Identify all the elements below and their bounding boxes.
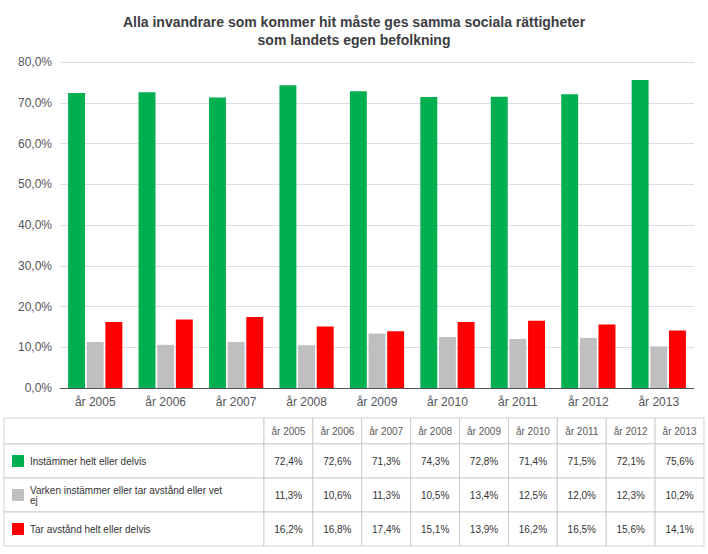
svg-text:år 2007: år 2007 bbox=[216, 395, 257, 409]
svg-text:75,6%: 75,6% bbox=[665, 456, 693, 467]
svg-text:13,9%: 13,9% bbox=[470, 524, 498, 535]
svg-text:år 2009: år 2009 bbox=[467, 426, 501, 437]
svg-text:år 2008: år 2008 bbox=[286, 395, 327, 409]
svg-text:72,8%: 72,8% bbox=[470, 456, 498, 467]
svg-text:15,6%: 15,6% bbox=[616, 524, 644, 535]
svg-text:13,4%: 13,4% bbox=[470, 490, 498, 501]
svg-text:10,6%: 10,6% bbox=[323, 490, 351, 501]
svg-text:år 2005: år 2005 bbox=[75, 395, 116, 409]
svg-text:Tar avstånd helt eller delvis: Tar avstånd helt eller delvis bbox=[30, 524, 151, 535]
svg-text:år 2013: år 2013 bbox=[638, 395, 679, 409]
svg-text:12,0%: 12,0% bbox=[568, 490, 596, 501]
svg-text:16,2%: 16,2% bbox=[519, 524, 547, 535]
svg-text:år 2012: år 2012 bbox=[568, 395, 609, 409]
svg-text:16,5%: 16,5% bbox=[568, 524, 596, 535]
svg-text:12,3%: 12,3% bbox=[616, 490, 644, 501]
svg-text:år 2008: år 2008 bbox=[418, 426, 452, 437]
svg-text:12,5%: 12,5% bbox=[519, 490, 547, 501]
svg-text:16,2%: 16,2% bbox=[274, 524, 302, 535]
svg-text:ej: ej bbox=[30, 495, 38, 506]
svg-text:72,4%: 72,4% bbox=[274, 456, 302, 467]
svg-text:0,0%: 0,0% bbox=[25, 381, 53, 395]
svg-text:år 2006: år 2006 bbox=[145, 395, 186, 409]
svg-text:14,1%: 14,1% bbox=[665, 524, 693, 535]
svg-text:år 2009: år 2009 bbox=[357, 395, 398, 409]
svg-text:60,0%: 60,0% bbox=[18, 137, 52, 151]
svg-text:som landets egen befolkning: som landets egen befolkning bbox=[258, 32, 451, 48]
svg-text:Alla invandrare som kommer hit: Alla invandrare som kommer hit måste ges… bbox=[123, 14, 586, 30]
svg-text:10,0%: 10,0% bbox=[18, 340, 52, 354]
svg-text:70,0%: 70,0% bbox=[18, 96, 52, 110]
svg-text:71,5%: 71,5% bbox=[568, 456, 596, 467]
svg-text:år 2005: år 2005 bbox=[271, 426, 305, 437]
svg-text:30,0%: 30,0% bbox=[18, 259, 52, 273]
svg-text:11,3%: 11,3% bbox=[372, 490, 400, 501]
svg-text:år 2010: år 2010 bbox=[516, 426, 550, 437]
svg-text:72,6%: 72,6% bbox=[323, 456, 351, 467]
svg-text:år 2010: år 2010 bbox=[427, 395, 468, 409]
svg-text:74,3%: 74,3% bbox=[421, 456, 449, 467]
svg-text:20,0%: 20,0% bbox=[18, 300, 52, 314]
svg-text:år 2011: år 2011 bbox=[498, 395, 538, 409]
svg-text:år 2007: år 2007 bbox=[369, 426, 403, 437]
svg-text:50,0%: 50,0% bbox=[18, 177, 52, 191]
svg-text:10,2%: 10,2% bbox=[665, 490, 693, 501]
svg-text:10,5%: 10,5% bbox=[421, 490, 449, 501]
svg-text:år 2013: år 2013 bbox=[663, 426, 697, 437]
svg-text:Varken instämmer eller tar avs: Varken instämmer eller tar avstånd eller… bbox=[30, 485, 222, 496]
svg-text:15,1%: 15,1% bbox=[421, 524, 449, 535]
svg-text:17,4%: 17,4% bbox=[372, 524, 400, 535]
svg-text:Instämmer helt eller delvis: Instämmer helt eller delvis bbox=[30, 456, 146, 467]
svg-text:16,8%: 16,8% bbox=[323, 524, 351, 535]
svg-text:år 2011: år 2011 bbox=[565, 426, 599, 437]
svg-text:72,1%: 72,1% bbox=[616, 456, 644, 467]
svg-text:år 2006: år 2006 bbox=[320, 426, 354, 437]
svg-text:71,3%: 71,3% bbox=[372, 456, 400, 467]
svg-text:40,0%: 40,0% bbox=[18, 218, 52, 232]
svg-text:71,4%: 71,4% bbox=[519, 456, 547, 467]
svg-text:år 2012: år 2012 bbox=[614, 426, 648, 437]
svg-text:80,0%: 80,0% bbox=[18, 55, 52, 69]
svg-text:11,3%: 11,3% bbox=[275, 490, 303, 501]
